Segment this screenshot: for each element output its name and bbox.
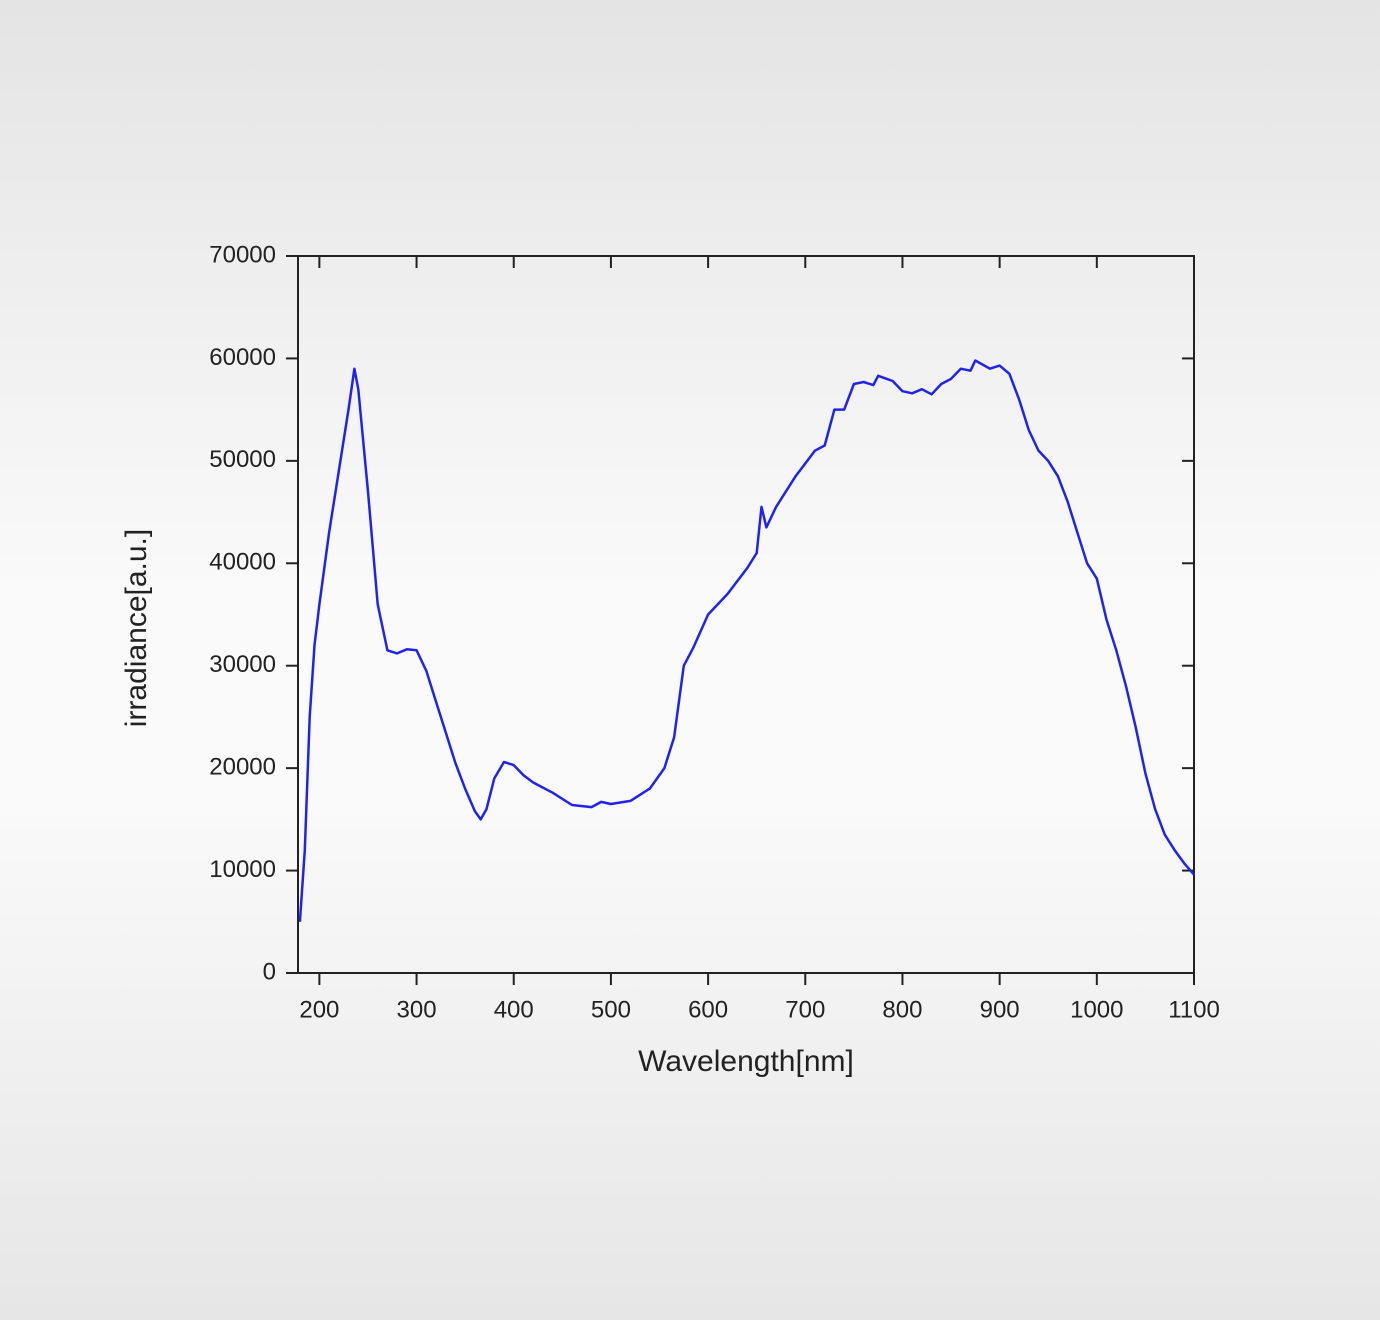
y-tick-label: 40000	[209, 549, 276, 576]
x-tick-label: 700	[785, 996, 825, 1023]
y-axis-label: irradiance[a.u.]	[120, 529, 153, 727]
x-tick-label: 600	[688, 996, 728, 1023]
x-tick-label: 1000	[1070, 996, 1123, 1023]
x-tick-label: 400	[494, 996, 534, 1023]
y-tick-label: 50000	[209, 446, 276, 473]
x-tick-label: 1100	[1168, 996, 1220, 1023]
y-tick-label: 30000	[209, 651, 276, 678]
y-tick-label: 10000	[209, 856, 276, 883]
x-tick-label: 200	[299, 996, 339, 1023]
y-tick-label: 60000	[209, 344, 276, 371]
y-tick-label: 20000	[209, 753, 276, 780]
y-tick-label: 70000	[209, 241, 276, 268]
plot-frame	[297, 255, 1195, 974]
y-tick-label: 0	[263, 958, 276, 985]
x-axis-label: Wavelength[nm]	[638, 1045, 854, 1078]
x-tick-label: 800	[882, 996, 922, 1023]
spectrum-line	[298, 359, 1195, 922]
x-tick-label: 900	[980, 996, 1020, 1023]
x-tick-label: 300	[397, 996, 437, 1023]
x-tick-label: 500	[591, 996, 631, 1023]
